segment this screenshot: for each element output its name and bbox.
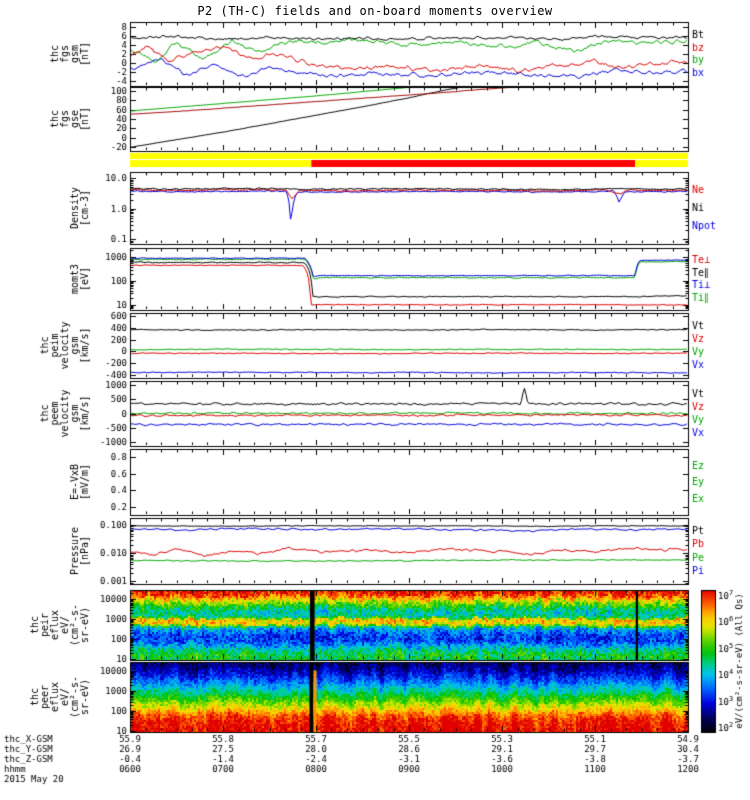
page-title: P2 (TH-C) fields and on-board moments ov… (197, 4, 553, 18)
